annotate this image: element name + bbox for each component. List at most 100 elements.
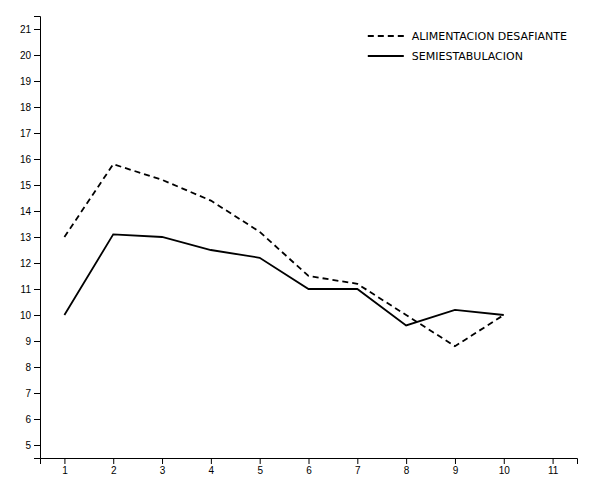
x-tick-mark bbox=[504, 458, 505, 464]
x-tick-label: 7 bbox=[355, 465, 361, 476]
y-tick-mark bbox=[34, 133, 40, 134]
y-tick-mark bbox=[34, 367, 40, 368]
y-tick: 5 bbox=[25, 440, 40, 451]
legend-item: SEMIESTABULACION bbox=[368, 50, 523, 63]
y-tick-mark bbox=[34, 211, 40, 212]
y-tick-mark bbox=[34, 289, 40, 290]
x-tick: 10 bbox=[499, 458, 511, 476]
x-tick-label: 3 bbox=[160, 465, 166, 476]
y-tick-mark bbox=[34, 81, 40, 82]
x-tick: 7 bbox=[355, 458, 361, 476]
y-tick-label: 7 bbox=[25, 388, 31, 399]
y-tick: 21 bbox=[20, 24, 40, 35]
y-tick: 11 bbox=[21, 284, 40, 295]
x-tick-mark bbox=[113, 458, 114, 464]
y-tick-label: 21 bbox=[20, 24, 32, 35]
y-tick-label: 10 bbox=[20, 310, 32, 321]
y-tick-mark bbox=[34, 55, 40, 56]
y-tick-label: 13 bbox=[20, 232, 32, 243]
y-tick: 10 bbox=[20, 310, 40, 321]
x-tick: 5 bbox=[257, 458, 263, 476]
y-tick: 12 bbox=[20, 258, 40, 269]
x-tick: 3 bbox=[160, 458, 166, 476]
x-tick-label: 2 bbox=[111, 465, 117, 476]
y-tick: 16 bbox=[20, 154, 40, 165]
x-axis-line bbox=[41, 459, 578, 465]
legend-swatch bbox=[368, 35, 404, 37]
plot-area: 1234567891011567891011121314151617181920… bbox=[20, 17, 578, 477]
x-tick-label: 6 bbox=[306, 465, 312, 476]
x-tick-mark bbox=[64, 458, 65, 464]
y-tick-mark bbox=[34, 237, 40, 238]
x-tick: 11 bbox=[548, 458, 559, 476]
x-tick-mark bbox=[211, 458, 212, 464]
x-tick-label: 5 bbox=[257, 465, 263, 476]
y-tick-mark bbox=[34, 315, 40, 316]
legend-item: ALIMENTACION DESAFIANTE bbox=[368, 30, 567, 43]
x-tick-label: 11 bbox=[548, 465, 559, 476]
x-axis: 1 2 3 4 5 6 7 8 9 10 11 bbox=[41, 458, 578, 476]
y-tick: 8 bbox=[25, 362, 40, 373]
series-group bbox=[64, 164, 503, 346]
x-tick-mark bbox=[455, 458, 456, 464]
x-tick: 9 bbox=[453, 458, 459, 476]
y-tick: 6 bbox=[25, 414, 40, 425]
x-tick: 4 bbox=[209, 458, 215, 476]
y-tick-label: 20 bbox=[20, 50, 32, 61]
x-tick: 1 bbox=[62, 458, 68, 476]
series-line bbox=[64, 164, 503, 346]
y-tick: 14 bbox=[20, 206, 40, 217]
y-tick-label: 18 bbox=[20, 102, 32, 113]
y-tick-label: 16 bbox=[20, 154, 32, 165]
y-tick-label: 9 bbox=[25, 336, 31, 347]
y-tick-label: 12 bbox=[20, 258, 32, 269]
x-tick: 8 bbox=[404, 458, 410, 476]
x-tick-mark bbox=[357, 458, 358, 464]
y-tick-mark bbox=[34, 159, 40, 160]
y-tick-mark bbox=[34, 107, 40, 108]
x-tick-mark bbox=[162, 458, 163, 464]
legend-label: SEMIESTABULACION bbox=[412, 50, 523, 63]
y-tick: 9 bbox=[25, 336, 40, 347]
y-tick: 18 bbox=[20, 102, 40, 113]
x-tick: 6 bbox=[306, 458, 312, 476]
x-tick-label: 1 bbox=[62, 465, 68, 476]
x-tick-label: 9 bbox=[453, 465, 459, 476]
y-tick-mark bbox=[34, 419, 40, 420]
y-axis: 5 6 7 8 9 10 11 12 13 14 15 16 17 18 19 20 21 bbox=[20, 17, 41, 459]
y-tick: 13 bbox=[20, 232, 40, 243]
x-tick: 2 bbox=[111, 458, 117, 476]
series-line bbox=[64, 234, 503, 325]
x-tick-mark bbox=[309, 458, 310, 464]
y-tick-label: 17 bbox=[20, 128, 32, 139]
y-tick-mark bbox=[34, 29, 40, 30]
y-tick-label: 11 bbox=[21, 284, 32, 295]
y-tick-label: 15 bbox=[20, 180, 32, 191]
y-tick-label: 5 bbox=[25, 440, 31, 451]
y-tick-mark bbox=[34, 341, 40, 342]
chart: 1234567891011567891011121314151617181920… bbox=[0, 0, 597, 488]
x-tick-mark bbox=[406, 458, 407, 464]
y-tick: 19 bbox=[20, 76, 40, 87]
y-tick-mark bbox=[34, 185, 40, 186]
x-tick-label: 10 bbox=[499, 465, 511, 476]
y-axis-line bbox=[34, 17, 41, 459]
legend-swatch bbox=[368, 55, 404, 57]
y-tick-mark bbox=[34, 263, 40, 264]
x-tick-mark bbox=[553, 458, 554, 464]
x-tick-label: 8 bbox=[404, 465, 410, 476]
y-tick: 20 bbox=[20, 50, 40, 61]
x-tick-label: 4 bbox=[209, 465, 215, 476]
x-tick-mark bbox=[260, 458, 261, 464]
legend: ALIMENTACION DESAFIANTE SEMIESTABULACION bbox=[368, 30, 567, 63]
y-tick: 17 bbox=[20, 128, 40, 139]
y-tick-mark bbox=[34, 445, 40, 446]
y-tick-label: 6 bbox=[25, 414, 31, 425]
legend-label: ALIMENTACION DESAFIANTE bbox=[412, 30, 567, 43]
y-tick: 15 bbox=[20, 180, 40, 191]
y-tick-label: 8 bbox=[25, 362, 31, 373]
y-tick: 7 bbox=[25, 388, 40, 399]
y-tick-label: 19 bbox=[20, 76, 32, 87]
y-tick-label: 14 bbox=[20, 206, 32, 217]
y-tick-mark bbox=[34, 393, 40, 394]
